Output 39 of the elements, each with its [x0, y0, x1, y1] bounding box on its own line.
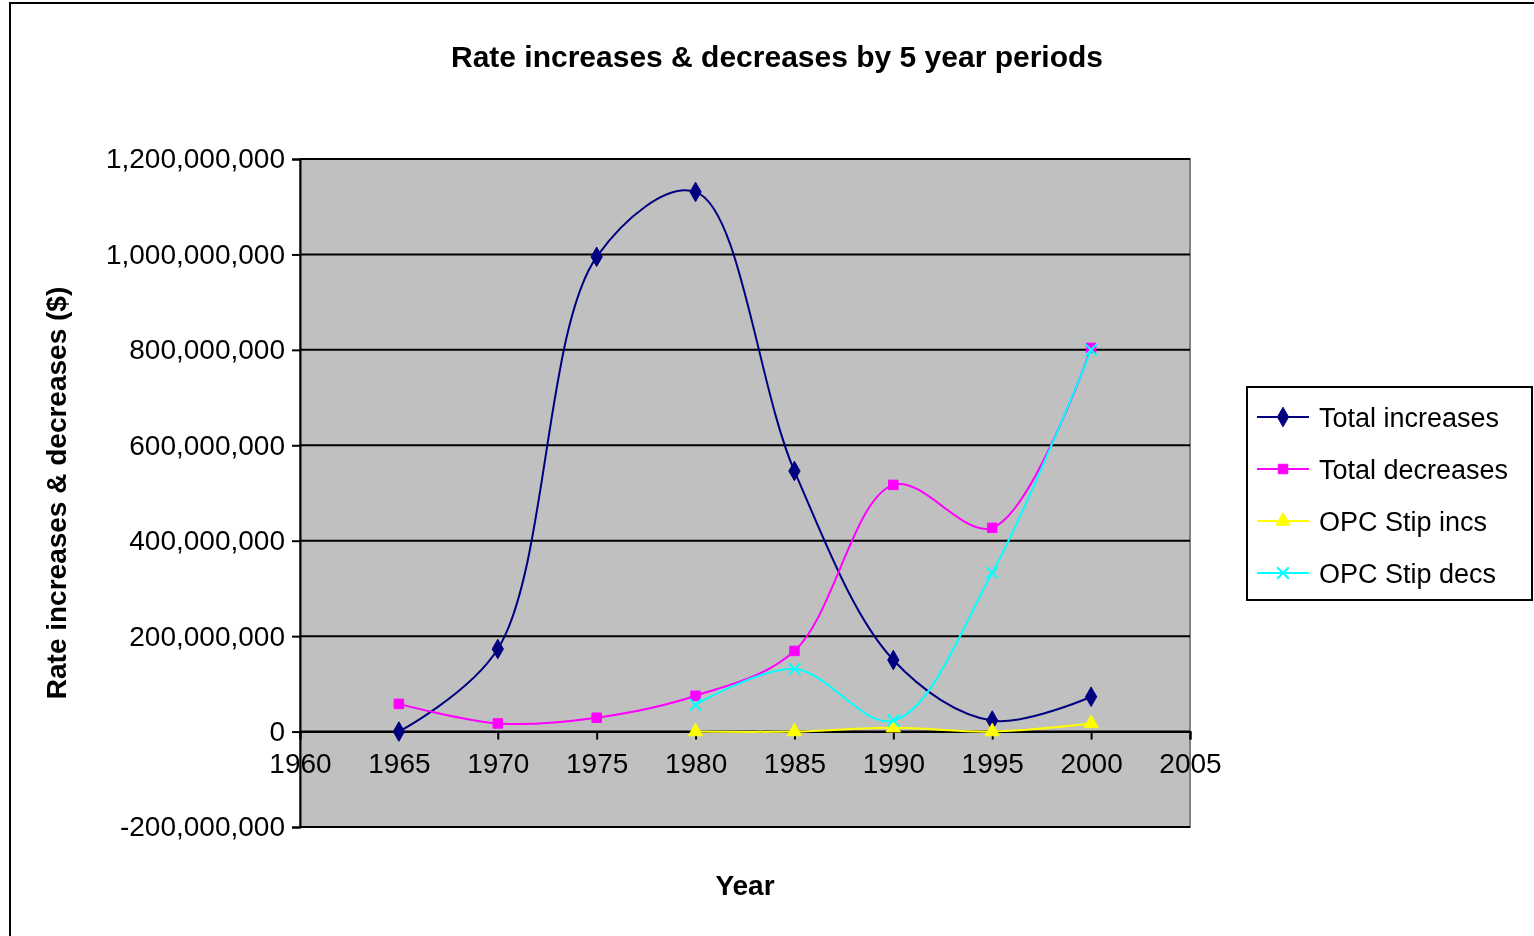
point [492, 718, 504, 729]
point [687, 722, 704, 737]
x-tick-label: 1980 [664, 747, 728, 779]
point [688, 698, 703, 712]
x-axis-title: Year [715, 870, 775, 901]
point [1083, 714, 1099, 729]
point [591, 712, 602, 723]
x-tick-label: 1970 [467, 747, 530, 779]
x-tick-label: 1995 [961, 747, 1024, 779]
point [985, 565, 1000, 580]
x-tick-label: 1990 [862, 747, 925, 779]
chart-title: Rate increases & decreases by 5 year periods [450, 40, 1104, 73]
point [888, 479, 899, 491]
point [787, 662, 802, 676]
point [986, 522, 998, 534]
x-tick-label: 1965 [368, 747, 431, 779]
legend-label: OPC Stip decs [1319, 559, 1497, 589]
point [393, 698, 405, 710]
y-tick-label: 800,000,000 [129, 334, 285, 366]
y-tick-label: 0 [269, 716, 285, 748]
legend-label: OPC Stip incs [1319, 507, 1488, 537]
x-tick-label: 2005 [1159, 747, 1222, 779]
y-tick-label: 400,000,000 [129, 525, 285, 557]
y-tick-label: 200,000,000 [129, 620, 285, 652]
point [984, 722, 1000, 737]
legend-label: Total decreases [1319, 455, 1509, 485]
y-tick-label: -200,000,000 [119, 811, 285, 843]
y-tick-label: 600,000,000 [129, 429, 285, 461]
point [690, 690, 701, 702]
legend-label: Total increases [1319, 403, 1500, 433]
x-tick-label: 1985 [763, 747, 827, 779]
y-tick-label: 1,000,000,000 [105, 238, 285, 270]
x-tick-label: 1975 [566, 747, 629, 779]
y-axis-title: Rate increases & decreases ($) [41, 286, 72, 700]
x-tick-label: 2000 [1060, 747, 1123, 779]
point [886, 713, 901, 728]
y-tick-label: 1,200,000,000 [105, 143, 285, 175]
point [789, 645, 800, 657]
point [786, 722, 803, 737]
